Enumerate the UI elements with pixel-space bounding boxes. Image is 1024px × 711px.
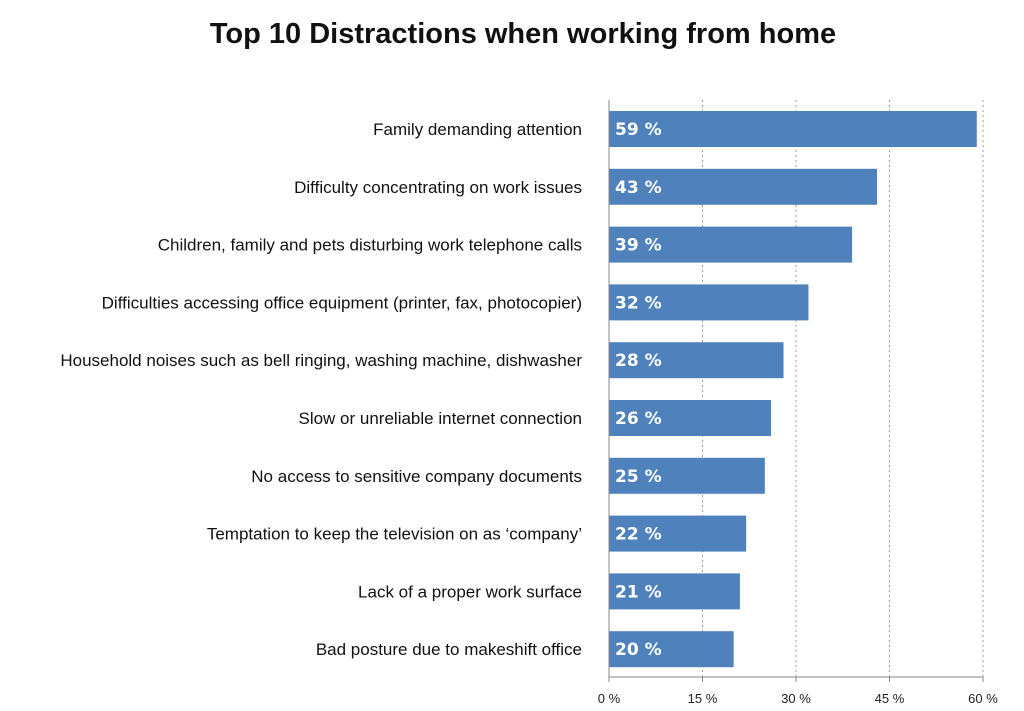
bar (609, 111, 977, 147)
bar (609, 631, 734, 668)
category-label: No access to sensitive company documents (251, 467, 582, 486)
category-label: Family demanding attention (373, 120, 582, 139)
bar-value-label: 25 % (615, 467, 662, 487)
category-label: Slow or unreliable internet connection (298, 409, 582, 428)
chart-title: Top 10 Distractions when working from ho… (209, 18, 837, 50)
x-tick-label: 45 % (875, 691, 905, 706)
x-tick-label: 0 % (598, 691, 621, 706)
x-tick-label: 60 % (968, 691, 998, 706)
bar-value-label: 39 % (615, 236, 662, 256)
bar (609, 573, 740, 610)
category-label: Household noises such as bell ringing, w… (60, 351, 582, 370)
bar-value-label: 21 % (615, 582, 662, 602)
category-label: Temptation to keep the television on as … (207, 525, 582, 544)
category-label: Children, family and pets disturbing wor… (158, 236, 582, 255)
bar (609, 168, 878, 205)
category-label: Lack of a proper work surface (358, 582, 582, 601)
bar (609, 515, 747, 552)
category-label: Bad posture due to makeshift office (316, 640, 582, 659)
bar (609, 284, 809, 321)
value-labels: 59 % 43 % 39 % 32 % 28 % 26 % 25 % 22 % 21 % 20 % (615, 120, 662, 660)
bar-value-label: 59 % (615, 120, 662, 140)
bar (609, 457, 765, 494)
bar-value-label: 43 % (615, 178, 662, 198)
category-labels: Family demanding attention Difficulty con… (60, 120, 582, 659)
category-label: Difficulty concentrating on work issues (294, 178, 582, 197)
bar-value-label: 28 % (615, 351, 662, 371)
bar-value-label: 20 % (615, 640, 662, 660)
bar-value-label: 22 % (615, 525, 662, 545)
bar (609, 400, 772, 436)
bar (609, 342, 784, 379)
x-tick-label: 30 % (781, 691, 811, 706)
x-tick-label: 15 % (688, 691, 718, 706)
bar-value-label: 26 % (615, 409, 662, 429)
bars (609, 111, 977, 668)
bar (609, 226, 853, 263)
category-label: Difficulties accessing office equipment … (102, 293, 582, 312)
x-axis-ticks: 0 % 15 % 30 % 45 % 60 % (598, 677, 998, 706)
bar-value-label: 32 % (615, 293, 662, 313)
